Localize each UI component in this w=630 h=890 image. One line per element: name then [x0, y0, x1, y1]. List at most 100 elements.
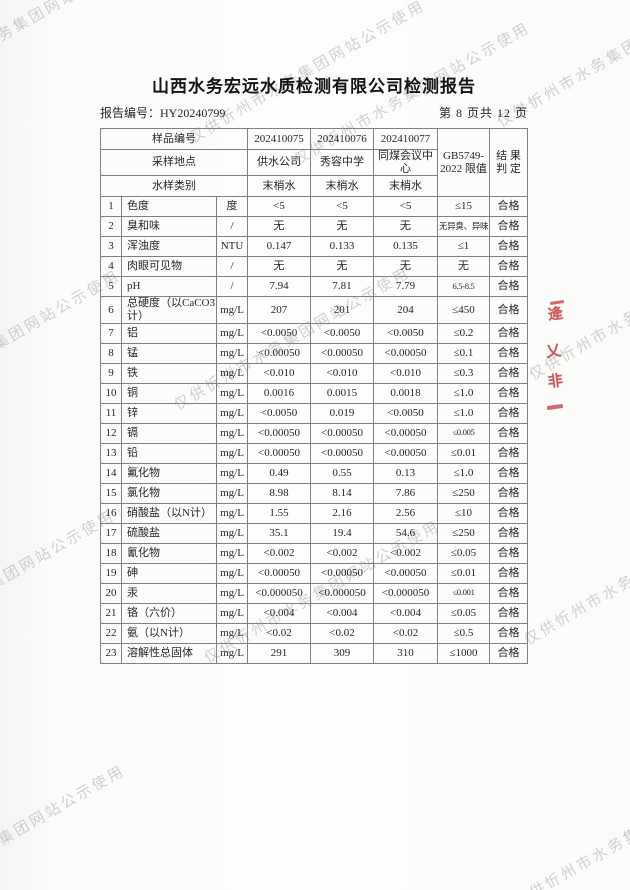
sample-no-label: 样品编号	[99, 128, 249, 150]
parameter-name: 铝	[121, 322, 217, 344]
result-verdict: 合格	[489, 622, 529, 644]
table-row: 18 氰化物 mg/L <0.002 <0.002 <0.002 ≤0.05 合格	[100, 542, 529, 564]
unit: mg/L	[215, 582, 249, 604]
table-row: 9 铁 mg/L <0.010 <0.010 <0.010 ≤0.3 合格	[100, 362, 529, 384]
value-sample-3: <0.02	[373, 622, 439, 644]
table-row: 23 溶解性总固体 mg/L 291 309 310 ≤1000 合格	[100, 642, 529, 664]
limit-value: 无	[437, 256, 491, 278]
unit: mg/L	[215, 442, 249, 464]
unit: mg/L	[215, 362, 249, 384]
table-row: 17 硫酸盐 mg/L 35.1 19.4 54.6 ≤250 合格	[100, 522, 529, 544]
row-number: 12	[100, 422, 122, 444]
table-row: 20 汞 mg/L <0.000050 <0.000050 <0.000050 ≤0.001…	[100, 582, 529, 604]
value-sample-1: 0.147	[247, 236, 312, 258]
row-number: 2	[100, 216, 122, 238]
value-sample-1: <0.00050	[247, 442, 312, 464]
page-title: 山西水务宏远水质检测有限公司检测报告	[152, 77, 476, 96]
table-row: 19 砷 mg/L <0.00050 <0.00050 <0.00050 ≤0.01 合格	[100, 562, 529, 584]
value-sample-1: <0.0050	[247, 322, 312, 344]
row-number: 19	[100, 562, 122, 584]
value-sample-1: 8.98	[247, 482, 312, 504]
value-sample-1: <0.00050	[247, 562, 312, 584]
value-sample-2: 309	[310, 642, 375, 664]
value-sample-2: <5	[310, 196, 375, 218]
limit-value: ≤250	[437, 522, 491, 544]
value-sample-3: <0.0050	[373, 322, 439, 344]
value-sample-1: 无	[247, 216, 312, 238]
value-sample-1: <0.02	[247, 622, 312, 644]
value-sample-3: <0.000050	[373, 582, 439, 604]
unit: mg/L	[215, 522, 249, 544]
sample-id: 202410075	[247, 128, 312, 150]
value-sample-1: <5	[247, 196, 312, 218]
table-row: 11 锌 mg/L <0.0050 0.019 <0.0050 ≤1.0 合格	[100, 402, 529, 424]
value-sample-2: <0.002	[310, 542, 375, 564]
sample-location: 同煤会议中心	[373, 148, 439, 177]
parameter-name: 镉	[121, 422, 217, 444]
value-sample-2: 0.019	[310, 402, 375, 424]
sample-type: 末梢水	[373, 175, 439, 198]
value-sample-2: 0.133	[310, 236, 375, 258]
table-row: 2 臭和味 / 无无无无异臭、异味 合格	[100, 216, 529, 238]
value-sample-1: <0.00050	[247, 342, 312, 364]
result-verdict: 合格	[489, 276, 529, 298]
table-row: 13 铅 mg/L <0.00050 <0.00050 <0.00050 ≤0.01 合格	[100, 442, 529, 464]
value-sample-3: <5	[373, 196, 439, 218]
result-verdict: 合格	[489, 522, 529, 544]
table-row: 21 铬（六价） mg/L <0.004 <0.004 <0.004 ≤0.05 合格	[100, 602, 529, 624]
row-number: 6	[100, 296, 122, 324]
result-header: 结 果 判 定	[489, 127, 529, 198]
result-verdict: 合格	[489, 236, 529, 258]
result-verdict: 合格	[489, 422, 529, 444]
value-sample-3: 54.6	[373, 522, 439, 544]
limit-value: ≤1.0	[437, 382, 491, 404]
unit: /	[215, 276, 249, 298]
parameter-name: 氟化物	[121, 462, 217, 484]
limit-value: 无异臭、异味	[437, 216, 491, 238]
parameter-name: pH	[121, 276, 217, 298]
limit-value: ≤1.0	[437, 462, 491, 484]
table-row: 16 硝酸盐（以N计） mg/L 1.55 2.16 2.56 ≤10 合格	[100, 502, 529, 524]
value-sample-2: <0.00050	[310, 422, 375, 444]
value-sample-3: <0.0050	[373, 402, 439, 424]
table-row: 12 镉 mg/L <0.00050 <0.00050 <0.00050 ≤0.005 合格	[100, 422, 529, 444]
parameter-name: 砷	[121, 562, 217, 584]
limit-value: ≤450	[437, 296, 491, 324]
row-number: 18	[100, 542, 122, 564]
value-sample-1: <0.002	[247, 542, 312, 564]
limit-header: GB5749- 2022 限值	[437, 127, 491, 198]
unit: mg/L	[215, 642, 249, 664]
value-sample-2: <0.00050	[310, 342, 375, 364]
value-sample-3: <0.010	[373, 362, 439, 384]
result-verdict: 合格	[489, 562, 529, 584]
value-sample-3: 310	[373, 642, 439, 664]
value-sample-3: <0.00050	[373, 422, 439, 444]
limit-value: ≤0.005	[437, 422, 491, 444]
results-header: 样品编号 202410075 202410076 202410077 GB574…	[99, 127, 529, 198]
result-verdict: 合格	[489, 256, 529, 278]
value-sample-3: 0.13	[373, 462, 439, 484]
row-number: 21	[100, 602, 122, 624]
table-row: 1 色度度 <5 <5 <5 ≤15 合格	[100, 196, 529, 218]
limit-value: ≤15	[437, 196, 491, 218]
results-body: 1 色度度 <5 <5 <5 ≤15 合格 2 臭和味 / 无无无无异臭、异味 合格 3 浑浊度 NTU 0.…	[100, 196, 529, 664]
row-number: 16	[100, 502, 122, 524]
unit: mg/L	[215, 462, 249, 484]
result-verdict: 合格	[489, 482, 529, 504]
result-verdict: 合格	[489, 462, 529, 484]
location-label: 采样地点	[99, 148, 249, 177]
unit: mg/L	[215, 542, 249, 564]
watermark-text: 仅供忻州市水务集团网站公示使用	[521, 499, 630, 649]
stamp-mark: 逄	[547, 306, 564, 324]
unit: mg/L	[215, 402, 249, 424]
result-verdict: 合格	[489, 196, 529, 218]
row-number: 8	[100, 342, 122, 364]
limit-value: ≤1	[437, 236, 491, 258]
value-sample-1: <0.0050	[247, 402, 312, 424]
parameter-name: 色度	[121, 196, 217, 218]
value-sample-2: 8.14	[310, 482, 375, 504]
watermark-text: 仅供忻州市水务集团网站公示使用	[0, 762, 129, 890]
value-sample-2: <0.000050	[310, 582, 375, 604]
table-row: 10 铜 mg/L 0.0016 0.0015 0.0018 ≤1.0 合格	[100, 382, 529, 404]
